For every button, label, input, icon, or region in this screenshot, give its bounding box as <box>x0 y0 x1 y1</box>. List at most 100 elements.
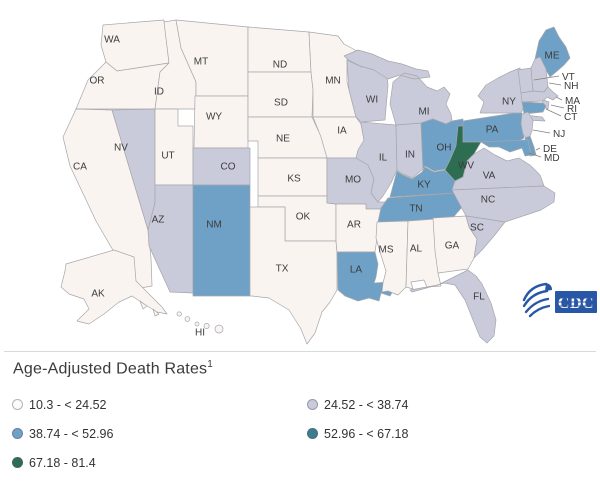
state-label-or: OR <box>90 76 105 87</box>
leader-line-md <box>528 152 542 158</box>
leader-line-nj <box>532 129 551 134</box>
legend-swatch-3 <box>12 428 23 439</box>
legend-title-superscript: 1 <box>207 359 214 370</box>
state-label-fl: FL <box>473 292 485 303</box>
leader-line-vt <box>533 75 560 81</box>
state-label-ny: NY <box>502 97 516 108</box>
legend-item-1: 10.3 - < 24.52 <box>12 397 107 412</box>
legend-label-3: 38.74 - < 52.96 <box>29 426 114 441</box>
us-choropleth-map: WA OR CA ID NV UT AZ MT WY CO NM ND SD NE KS OK TX MN IA MO… <box>60 19 597 345</box>
legend-swatch-4 <box>307 428 318 439</box>
legend: Age-Adjusted Death Rates1 10.3 - < 24.52… <box>0 352 600 483</box>
state-label-vt: VT <box>562 72 575 83</box>
state-label-nd: ND <box>273 60 287 71</box>
state-label-oh: OH <box>437 143 452 154</box>
state-il[interactable] <box>355 121 398 203</box>
state-label-pa: PA <box>486 125 499 136</box>
state-label-ok: OK <box>296 212 311 223</box>
state-label-nm: NM <box>206 220 222 231</box>
state-label-co: CO <box>221 162 236 173</box>
state-label-nh: NH <box>564 81 578 92</box>
hhs-eagle-icon <box>522 282 552 318</box>
legend-item-4: 52.96 - < 67.18 <box>307 426 409 441</box>
state-label-az: AZ <box>152 215 165 226</box>
state-label-va: VA <box>483 171 496 182</box>
state-sd[interactable] <box>247 71 314 118</box>
legend-swatch-5 <box>12 457 23 468</box>
state-ma[interactable] <box>520 86 559 103</box>
state-label-wy: WY <box>206 112 222 123</box>
state-az[interactable] <box>147 184 194 294</box>
state-label-ga: GA <box>445 241 460 252</box>
state-label-ma: MA <box>565 96 580 107</box>
state-label-ak: AK <box>91 289 105 300</box>
state-vt[interactable] <box>517 67 534 94</box>
state-label-nc: NC <box>481 195 495 206</box>
state-label-nv: NV <box>114 143 128 154</box>
state-va[interactable] <box>451 147 545 191</box>
legend-label-2: 24.52 - < 38.74 <box>324 397 409 412</box>
state-ut[interactable] <box>154 108 194 186</box>
legend-label-5: 67.18 - 81.4 <box>29 455 96 470</box>
state-label-me: ME <box>545 51 560 62</box>
state-hi[interactable] <box>176 311 224 334</box>
state-label-wi: WI <box>366 95 378 106</box>
state-label-ct: CT <box>564 112 577 123</box>
cdc-logo: CDC <box>555 291 597 313</box>
state-label-mt: MT <box>194 57 208 68</box>
state-label-ks: KS <box>287 174 301 185</box>
legend-item-2: 24.52 - < 38.74 <box>307 397 409 412</box>
state-nm[interactable] <box>192 184 251 297</box>
legend-item-5: 67.18 - 81.4 <box>12 455 96 470</box>
cdc-logo-text: CDC <box>558 295 594 312</box>
state-ct[interactable] <box>521 101 547 115</box>
state-label-mn: MN <box>325 76 341 87</box>
state-label-wa: WA <box>104 35 120 46</box>
legend-label-1: 10.3 - < 24.52 <box>29 397 107 412</box>
state-label-tx: TX <box>276 264 289 275</box>
state-label-sc: SC <box>470 223 484 234</box>
state-label-ri: RI <box>567 104 577 115</box>
state-label-sd: SD <box>274 98 288 109</box>
state-label-mi: MI <box>418 107 429 118</box>
state-label-ca: CA <box>73 162 87 173</box>
legend-swatch-1 <box>12 399 23 410</box>
state-label-nj: NJ <box>553 129 565 140</box>
state-label-de: DE <box>543 144 557 155</box>
state-sc[interactable] <box>465 215 506 259</box>
legend-item-3: 38.74 - < 52.96 <box>12 426 114 441</box>
state-fl[interactable] <box>409 269 497 344</box>
divider-line <box>4 351 596 352</box>
legend-title-text: Age-Adjusted Death Rates <box>13 360 208 378</box>
state-label-ne: NE <box>276 134 290 145</box>
legend-title: Age-Adjusted Death Rates1 <box>13 359 213 378</box>
state-label-in: IN <box>405 150 415 161</box>
state-ak[interactable] <box>60 249 168 325</box>
state-label-il: IL <box>379 153 388 164</box>
leader-line-ma <box>555 96 563 101</box>
us-map-svg: WA OR CA ID NV UT AZ MT WY CO NM ND SD NE KS OK TX MN IA MO… <box>60 19 597 345</box>
state-la[interactable] <box>336 251 395 302</box>
state-label-wv: WV <box>458 161 474 172</box>
leader-line-nh <box>548 82 562 86</box>
state-tx[interactable] <box>249 206 338 345</box>
state-label-tn: TN <box>409 204 422 215</box>
leader-line-ri <box>550 104 565 109</box>
state-label-ar: AR <box>347 220 361 231</box>
state-label-mo: MO <box>345 175 361 186</box>
state-mi[interactable] <box>343 49 453 126</box>
state-label-al: AL <box>410 244 423 255</box>
state-label-ky: KY <box>417 180 431 191</box>
state-md[interactable] <box>480 139 532 157</box>
state-label-la: LA <box>350 265 363 276</box>
legend-swatch-2 <box>307 399 318 410</box>
state-label-id: ID <box>154 87 164 98</box>
state-label-hi: HI <box>195 328 205 339</box>
state-mn[interactable] <box>308 31 358 118</box>
state-label-md: MD <box>544 153 560 164</box>
legend-label-4: 52.96 - < 67.18 <box>324 426 409 441</box>
leader-line-ct <box>545 108 562 117</box>
state-label-ut: UT <box>161 151 174 162</box>
leader-line-de <box>535 147 541 151</box>
